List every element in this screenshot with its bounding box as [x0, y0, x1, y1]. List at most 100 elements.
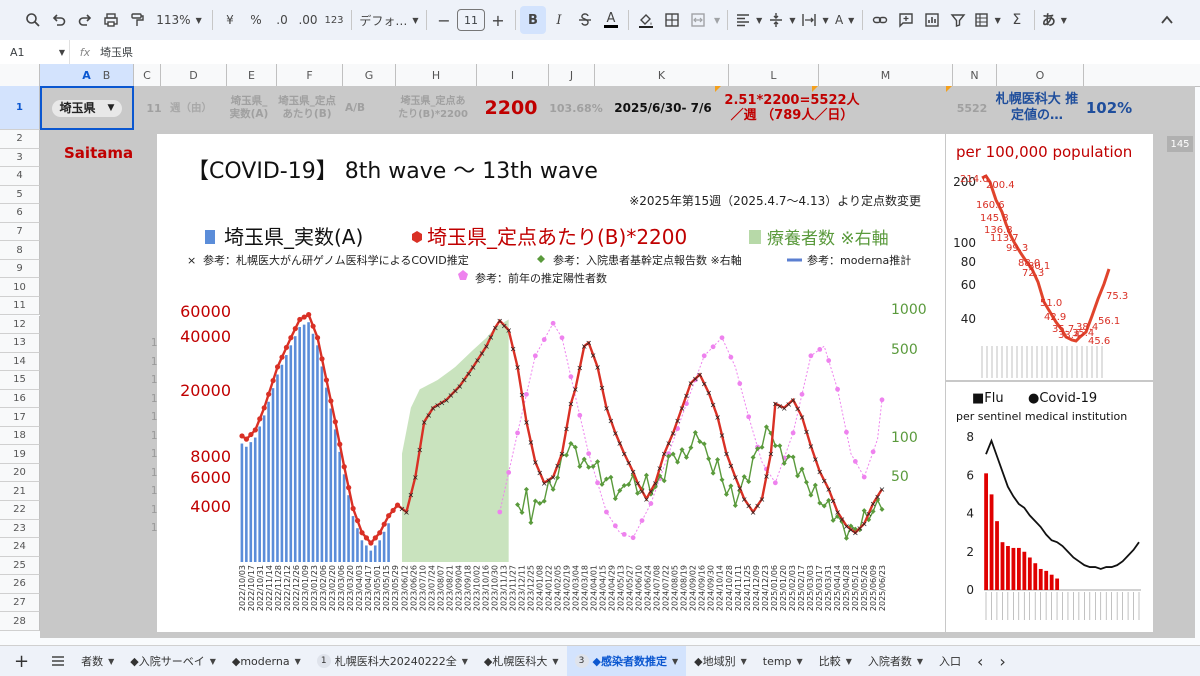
chevron-down-icon[interactable]: ▼: [916, 656, 924, 666]
font-size-input[interactable]: 11: [457, 9, 485, 31]
insert-comment-icon[interactable]: [893, 6, 919, 34]
column-header-n[interactable]: N: [953, 64, 997, 86]
row-header-22[interactable]: 22: [0, 501, 40, 520]
font-size-increase-button[interactable]: +: [491, 10, 505, 30]
column-header-b[interactable]: B: [80, 64, 134, 86]
percent-button[interactable]: %: [250, 13, 262, 27]
row-header-15[interactable]: 15: [0, 371, 40, 390]
search-icon[interactable]: [20, 6, 46, 34]
sheet-scroll-right-icon[interactable]: ›: [999, 651, 1006, 671]
align-left-icon[interactable]: ▼: [732, 6, 765, 34]
cell-b1[interactable]: 11: [146, 101, 162, 115]
fill-color-icon[interactable]: [633, 6, 659, 34]
chevron-down-icon[interactable]: ▼: [796, 656, 803, 666]
row-header-10[interactable]: 10: [0, 278, 40, 297]
region-select-chip[interactable]: 埼玉県 ▼: [51, 99, 123, 117]
column-header-i[interactable]: I: [477, 64, 549, 86]
row-header-23[interactable]: 23: [0, 519, 40, 539]
sheet-tab-0[interactable]: 者数 ▼: [73, 646, 122, 676]
sheet-tab-4[interactable]: ◆札幌医科大 ▼: [476, 646, 567, 676]
row-header-9[interactable]: 9: [0, 259, 40, 279]
row-header-1[interactable]: 1: [0, 86, 40, 130]
row-header-4[interactable]: 4: [0, 167, 40, 186]
sheet-tab-10[interactable]: 入口: [931, 646, 969, 676]
cell-n1[interactable]: 札幌医科大 推定値の…: [995, 92, 1079, 123]
column-header-l[interactable]: L: [729, 64, 819, 86]
chevron-down-icon[interactable]: ▼: [552, 656, 559, 666]
cell-g1[interactable]: 埼玉県_定点あ たり(B)*2200: [398, 96, 468, 120]
sheet-tab-8[interactable]: 比較 ▼: [811, 646, 860, 676]
row-header-8[interactable]: 8: [0, 241, 40, 260]
font-size-decrease-button[interactable]: −: [437, 10, 451, 30]
merge-dropdown-caret[interactable]: ▼: [714, 15, 721, 25]
row-header-24[interactable]: 24: [0, 538, 40, 557]
cell-a2-saitama[interactable]: Saitama: [64, 144, 134, 162]
sheet-scroll-left-icon[interactable]: ‹: [977, 651, 984, 671]
bold-button[interactable]: B: [520, 6, 546, 34]
row-header-26[interactable]: 26: [0, 575, 40, 594]
chevron-down-icon[interactable]: ▼: [671, 656, 679, 666]
number-format-button[interactable]: 123: [324, 14, 344, 26]
vertical-align-icon[interactable]: ▼: [765, 6, 798, 34]
column-header-g[interactable]: G: [343, 64, 396, 86]
cell-h1[interactable]: 2200: [484, 96, 538, 119]
sheet-tab-6[interactable]: ◆地域別 ▼: [686, 646, 755, 676]
italic-button[interactable]: I: [556, 12, 562, 28]
per-100k-chart[interactable]: per 100,000 population 200 100 80 60 40 214.0…: [946, 134, 1153, 380]
chevron-down-icon[interactable]: ▼: [209, 656, 216, 666]
row-header-12[interactable]: 12: [0, 315, 40, 335]
row-header-11[interactable]: 11: [0, 296, 40, 316]
all-sheets-icon[interactable]: [43, 646, 73, 676]
column-header-d[interactable]: D: [161, 64, 227, 86]
zoom-select[interactable]: 113% ▼: [150, 6, 208, 34]
column-header-k[interactable]: K: [595, 64, 729, 86]
sheet-tab-1[interactable]: ◆入院サーベイ ▼: [122, 646, 224, 676]
text-wrap-icon[interactable]: ▼: [798, 6, 831, 34]
row-header-6[interactable]: 6: [0, 204, 40, 223]
paint-format-icon[interactable]: [124, 6, 150, 34]
row-header-17[interactable]: 17: [0, 408, 40, 427]
filter-views-icon[interactable]: ▼: [971, 6, 1004, 34]
sheet-tab-9[interactable]: 入院者数 ▼: [860, 646, 931, 676]
row-header-16[interactable]: 16: [0, 389, 40, 409]
row-header-14[interactable]: 14: [0, 352, 40, 372]
row-header-3[interactable]: 3: [0, 148, 40, 168]
cell-k1[interactable]: 2.51*2200=5522人／週 （789人／日）: [724, 93, 860, 123]
column-header-j[interactable]: J: [549, 64, 595, 86]
row-header-7[interactable]: 7: [0, 222, 40, 242]
add-sheet-button[interactable]: +: [14, 650, 30, 672]
increase-decimal-button[interactable]: .00: [295, 6, 321, 34]
collapse-menu-icon[interactable]: [1154, 6, 1180, 34]
font-select[interactable]: デフォ… ▼: [356, 6, 422, 34]
chevron-down-icon[interactable]: ▼: [294, 656, 301, 666]
filter-icon[interactable]: [945, 6, 971, 34]
formula-input[interactable]: 埼玉県: [100, 46, 133, 59]
chevron-down-icon[interactable]: ▼: [108, 656, 115, 666]
strikethrough-button[interactable]: [572, 6, 598, 34]
text-color-button[interactable]: A: [598, 6, 624, 34]
merge-cells-icon[interactable]: [685, 6, 711, 34]
chevron-down-icon[interactable]: ▼: [845, 656, 852, 666]
cell-j1[interactable]: 2025/6/30- 7/6: [614, 100, 712, 115]
insert-chart-icon[interactable]: [919, 6, 945, 34]
input-tools-button[interactable]: あ ▼: [1039, 6, 1070, 34]
row-header-27[interactable]: 27: [0, 593, 40, 613]
cell-e1[interactable]: 埼玉県_定点 あたり(B): [278, 95, 336, 120]
borders-icon[interactable]: [659, 6, 685, 34]
flu-covid-chart[interactable]: ■Flu ●Covid-19 per sentinel medical inst…: [946, 382, 1153, 632]
chevron-down-icon[interactable]: ▼: [740, 656, 747, 666]
main-chart[interactable]: 【COVID-19】 8th wave 〜 13th wave ※2025年第1…: [157, 134, 945, 632]
sheet-tab-3[interactable]: 1 札幌医科大20240222全 ▼: [309, 646, 476, 676]
functions-button[interactable]: Σ: [1012, 12, 1022, 28]
row-header-18[interactable]: 18: [0, 426, 40, 446]
undo-icon[interactable]: [46, 6, 72, 34]
insert-link-icon[interactable]: [867, 6, 893, 34]
column-header-h[interactable]: H: [396, 64, 477, 86]
cell-m1[interactable]: 5522: [956, 101, 988, 115]
cell-o1[interactable]: 102%: [1085, 98, 1133, 117]
sheet-tab-7[interactable]: temp ▼: [755, 646, 811, 676]
row-header-19[interactable]: 19: [0, 445, 40, 464]
row-header-25[interactable]: 25: [0, 556, 40, 576]
cell-d1[interactable]: 埼玉県_ 実数(A): [229, 95, 269, 120]
sheet-tab-5[interactable]: 3 ◆感染者数推定 ▼: [566, 646, 687, 676]
